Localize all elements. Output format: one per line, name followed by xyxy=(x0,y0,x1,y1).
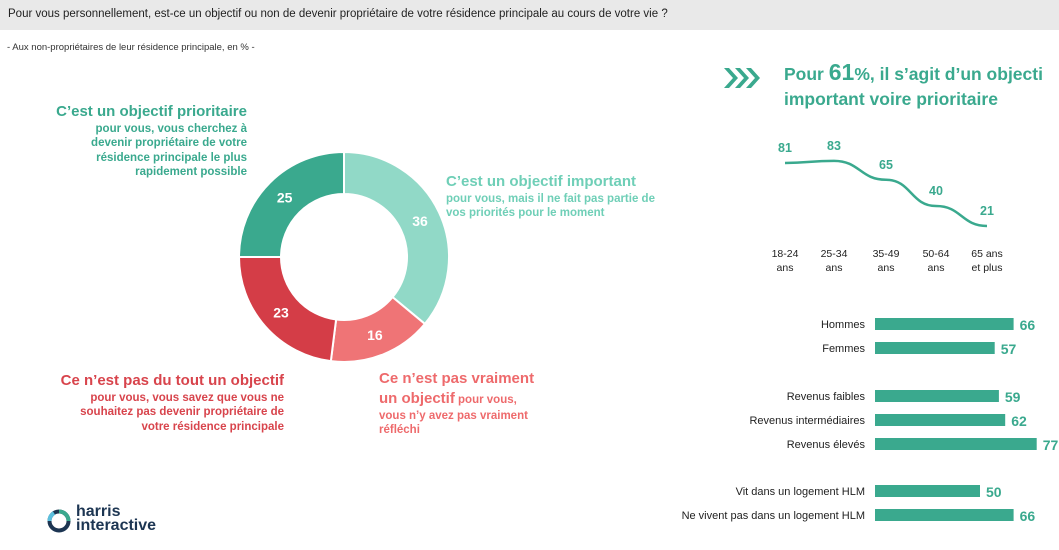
age-line-chart: 81 18-24 ans 83 25-34 ans 65 35-49 ans 40 50-64 ans… xyxy=(772,139,1003,274)
age-tick-label: 25-34 xyxy=(821,248,848,260)
donut-value-label: 23 xyxy=(273,305,289,321)
age-value-label: 40 xyxy=(929,184,943,198)
age-tick-label: 18-24 xyxy=(772,248,799,260)
segment-bar-chart: Hommes 66 Femmes 57 Revenus faibles 59 Revenus… xyxy=(682,317,1059,524)
chevrons-icon xyxy=(724,68,760,88)
bar-category-label: Revenus intermédiaires xyxy=(749,415,865,427)
donut-value-label: 16 xyxy=(367,327,383,343)
label-prioritaire-desc: pour vous, vous cherchez à devenir propr… xyxy=(91,122,247,178)
question-text: Pour vous personnellement, est-ce un obj… xyxy=(8,8,668,20)
label-important-title: C’est un objectif important xyxy=(446,173,637,190)
label-pas-du-tout-desc: pour vous, vous savez que vous ne souhai… xyxy=(80,391,284,433)
bar xyxy=(875,414,1006,426)
label-pas-vraiment-desc-b: vous n’y avez pas vraiment réfléchi xyxy=(379,409,528,437)
bar-category-label: Ne vivent pas dans un logement HLM xyxy=(682,510,865,522)
headline-line2: important voire prioritaire xyxy=(784,88,998,109)
bar-category-label: Femmes xyxy=(822,343,865,355)
label-pas-vraiment-title-a: Ce n’est pas vraiment xyxy=(379,370,535,387)
donut-chart: 36 16 23 25 xyxy=(237,150,450,363)
bar-value-label: 59 xyxy=(1005,389,1021,405)
label-pas-vraiment: Ce n’est pas vraiment un objectif pour v… xyxy=(379,370,579,438)
bar-value-label: 66 xyxy=(1020,508,1036,524)
age-value-label: 83 xyxy=(827,139,841,153)
age-value-label: 65 xyxy=(879,158,893,172)
age-value-label: 21 xyxy=(980,204,994,218)
label-pas-vraiment-title-b: un objectif xyxy=(379,389,455,407)
headline-pct: 61 xyxy=(828,59,855,85)
label-prioritaire: C’est un objectif prioritaire pour vous,… xyxy=(22,103,247,179)
bar xyxy=(875,342,995,354)
bar-category-label: Revenus élevés xyxy=(787,439,866,451)
donut-slice xyxy=(237,150,345,258)
bar xyxy=(875,485,980,497)
age-tick-label: 50-64 xyxy=(923,248,950,260)
bar-value-label: 50 xyxy=(986,484,1002,500)
label-prioritaire-title: C’est un objectif prioritaire xyxy=(56,103,247,120)
question-bar: Pour vous personnellement, est-ce un obj… xyxy=(0,0,1059,30)
harris-logo-text: harris interactive xyxy=(76,503,157,534)
harris-logo-icon xyxy=(47,509,71,533)
donut-value-label: 36 xyxy=(412,213,428,229)
bar xyxy=(875,509,1014,521)
label-important-desc: pour vous, mais il ne fait pas partie de… xyxy=(446,192,655,220)
age-tick-label: ans xyxy=(928,262,945,274)
bar-value-label: 62 xyxy=(1011,413,1027,429)
headline: Pour 61%, il s’agit d’un objecti importa… xyxy=(784,58,1043,111)
bar xyxy=(875,438,1037,450)
label-important: C’est un objectif important pour vous, m… xyxy=(446,173,676,221)
bar-category-label: Hommes xyxy=(821,319,866,331)
age-series-line xyxy=(784,159,988,228)
age-value-label: 81 xyxy=(778,141,792,155)
age-tick-label: ans xyxy=(777,262,794,274)
logo-line2: interactive xyxy=(76,517,157,534)
age-tick-label: ans xyxy=(826,262,843,274)
donut-value-label: 25 xyxy=(277,190,293,206)
bar xyxy=(875,390,999,402)
label-pas-du-tout: Ce n’est pas du tout un objectif pour vo… xyxy=(22,372,284,434)
age-tick-label: 35-49 xyxy=(873,248,900,260)
label-pas-vraiment-desc-a: pour vous, xyxy=(454,393,517,406)
bar-category-label: Revenus faibles xyxy=(787,391,866,403)
age-tick-label: ans xyxy=(878,262,895,274)
bar-value-label: 57 xyxy=(1001,341,1017,357)
age-tick-label: 65 ans xyxy=(971,248,1003,260)
base-note: - Aux non-propriétaires de leur résidenc… xyxy=(7,42,255,53)
bar xyxy=(875,318,1014,330)
bar-category-label: Vit dans un logement HLM xyxy=(736,486,865,498)
donut-slice xyxy=(343,150,450,326)
bar-value-label: 66 xyxy=(1020,317,1036,333)
label-pas-du-tout-title: Ce n’est pas du tout un objectif xyxy=(60,372,284,389)
age-tick-label: et plus xyxy=(972,262,1003,274)
headline-suffix: %, il s’agit d’un objecti xyxy=(854,64,1043,84)
headline-prefix: Pour xyxy=(784,64,829,84)
logo-line1: harris xyxy=(76,503,121,520)
bar-value-label: 77 xyxy=(1043,437,1059,453)
